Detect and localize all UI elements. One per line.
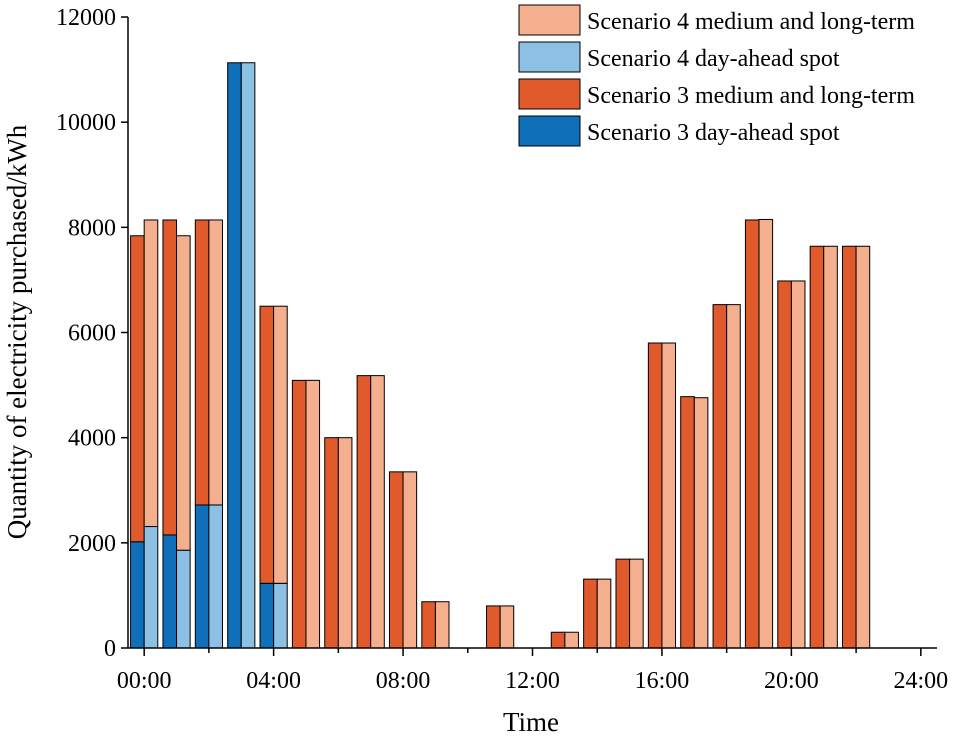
- bar-scenario-4-medium-and-long-term-h22: [855, 245, 871, 649]
- bar-scenario-3-medium-and-long-term-h11: [486, 605, 501, 649]
- bar-scenario-4-medium-and-long-term-h1: [176, 235, 191, 551]
- bar-scenario-4-medium-and-long-term-h5: [305, 379, 321, 649]
- legend-swatch: [518, 41, 581, 73]
- x-ticks: 00:00 04:00 08:00 12:00 16:00 20:00 24:00: [117, 648, 948, 694]
- bar-scenario-4-medium-and-long-term-h19: [758, 218, 774, 649]
- bar-scenario-3-medium-and-long-term-h15: [615, 558, 631, 649]
- y-tick-label: 2000: [68, 531, 116, 557]
- bar-scenario-3-medium-and-long-term-h21: [809, 245, 825, 649]
- bar-scenario-4-day-ahead-spot-h4: [273, 582, 288, 649]
- bar-scenario-3-medium-and-long-term-h2: [194, 219, 210, 506]
- bar-scenario-4-day-ahead-spot-h3: [240, 62, 256, 649]
- x-tick-label: 12:00: [505, 668, 560, 694]
- legend-swatch: [518, 78, 581, 110]
- y-tick-label: 6000: [68, 321, 116, 347]
- y-tick-label: 0: [104, 636, 116, 662]
- bar-scenario-4-day-ahead-spot-h2: [208, 504, 223, 649]
- legend-swatch: [518, 115, 581, 147]
- bar-scenario-4-medium-and-long-term-h13: [564, 631, 579, 649]
- legend-label: Scenario 4 medium and long-term: [587, 9, 915, 35]
- bar-scenario-3-medium-and-long-term-h7: [356, 375, 372, 649]
- bar-scenario-3-day-ahead-spot-h4: [259, 582, 275, 649]
- bar-scenario-4-medium-and-long-term-h21: [823, 245, 838, 649]
- bar-scenario-4-medium-and-long-term-h17: [693, 397, 709, 649]
- bar-scenario-4-medium-and-long-term-h18: [726, 304, 741, 649]
- y-tick-label: 8000: [68, 215, 116, 241]
- bar-scenario-3-medium-and-long-term-h18: [712, 304, 728, 649]
- bar-scenario-3-medium-and-long-term-h13: [550, 631, 566, 649]
- bar-scenario-3-day-ahead-spot-h2: [194, 504, 210, 649]
- x-tick-label: 16:00: [635, 668, 690, 694]
- bar-scenario-4-medium-and-long-term-h8: [402, 471, 418, 649]
- bar-scenario-3-medium-and-long-term-h14: [583, 578, 598, 649]
- bar-scenario-3-day-ahead-spot-h3: [227, 62, 242, 649]
- bar-scenario-4-medium-and-long-term-h14: [596, 578, 612, 649]
- y-tick-label: 10000: [56, 110, 116, 136]
- x-tick-label: 20:00: [764, 668, 819, 694]
- bars-layer: [130, 62, 871, 649]
- y-tick-label: 12000: [56, 5, 116, 31]
- bar-scenario-4-medium-and-long-term-h11: [499, 605, 515, 649]
- bar-scenario-3-day-ahead-spot-h1: [162, 534, 178, 649]
- bar-scenario-3-medium-and-long-term-h22: [842, 245, 857, 649]
- bar-scenario-4-medium-and-long-term-h9: [434, 601, 450, 649]
- bar-scenario-4-medium-and-long-term-h15: [629, 558, 644, 649]
- bar-scenario-3-medium-and-long-term-h5: [291, 379, 307, 649]
- bar-scenario-4-medium-and-long-term-h4: [273, 305, 288, 584]
- y-ticks: 0 2000 4000 6000 8000 10000 12000: [56, 5, 128, 662]
- x-tick-label: 24:00: [893, 668, 948, 694]
- bar-scenario-4-day-ahead-spot-h0: [143, 526, 159, 649]
- legend-label: Scenario 4 day-ahead spot: [587, 46, 840, 72]
- bar-scenario-3-medium-and-long-term-h17: [680, 396, 695, 649]
- bar-scenario-4-medium-and-long-term-h2: [208, 219, 223, 506]
- bar-scenario-4-medium-and-long-term-h6: [337, 437, 353, 649]
- bar-scenario-4-medium-and-long-term-h16: [661, 342, 677, 649]
- bar-scenario-3-medium-and-long-term-h8: [388, 471, 404, 649]
- bar-scenario-3-medium-and-long-term-h9: [421, 601, 436, 649]
- x-tick-label: 00:00: [117, 668, 172, 694]
- x-tick-label: 08:00: [376, 668, 431, 694]
- bar-scenario-3-medium-and-long-term-h19: [744, 219, 760, 649]
- legend: Scenario 4 medium and long-term Scenario …: [518, 4, 915, 147]
- bar-scenario-3-medium-and-long-term-h16: [647, 342, 663, 649]
- legend-label: Scenario 3 medium and long-term: [587, 83, 915, 109]
- bar-scenario-3-medium-and-long-term-h4: [259, 305, 275, 584]
- bar-scenario-4-medium-and-long-term-h0: [143, 219, 159, 528]
- bar-scenario-3-medium-and-long-term-h1: [162, 219, 178, 536]
- legend-label: Scenario 3 day-ahead spot: [587, 120, 840, 146]
- bar-scenario-4-medium-and-long-term-h20: [790, 280, 806, 649]
- bar-scenario-3-day-ahead-spot-h0: [130, 541, 145, 649]
- x-tick-label: 04:00: [246, 668, 301, 694]
- y-tick-label: 4000: [68, 426, 116, 452]
- legend-swatch: [518, 4, 581, 36]
- bar-scenario-3-medium-and-long-term-h20: [777, 280, 792, 649]
- bar-scenario-3-medium-and-long-term-h6: [324, 437, 339, 649]
- bar-scenario-4-day-ahead-spot-h1: [176, 549, 191, 649]
- bar-scenario-4-medium-and-long-term-h7: [370, 375, 385, 649]
- bar-scenario-3-medium-and-long-term-h0: [130, 235, 145, 543]
- x-axis-label: Time: [503, 707, 559, 737]
- y-axis-label: Quantity of electricity purchased/kWh: [2, 124, 32, 539]
